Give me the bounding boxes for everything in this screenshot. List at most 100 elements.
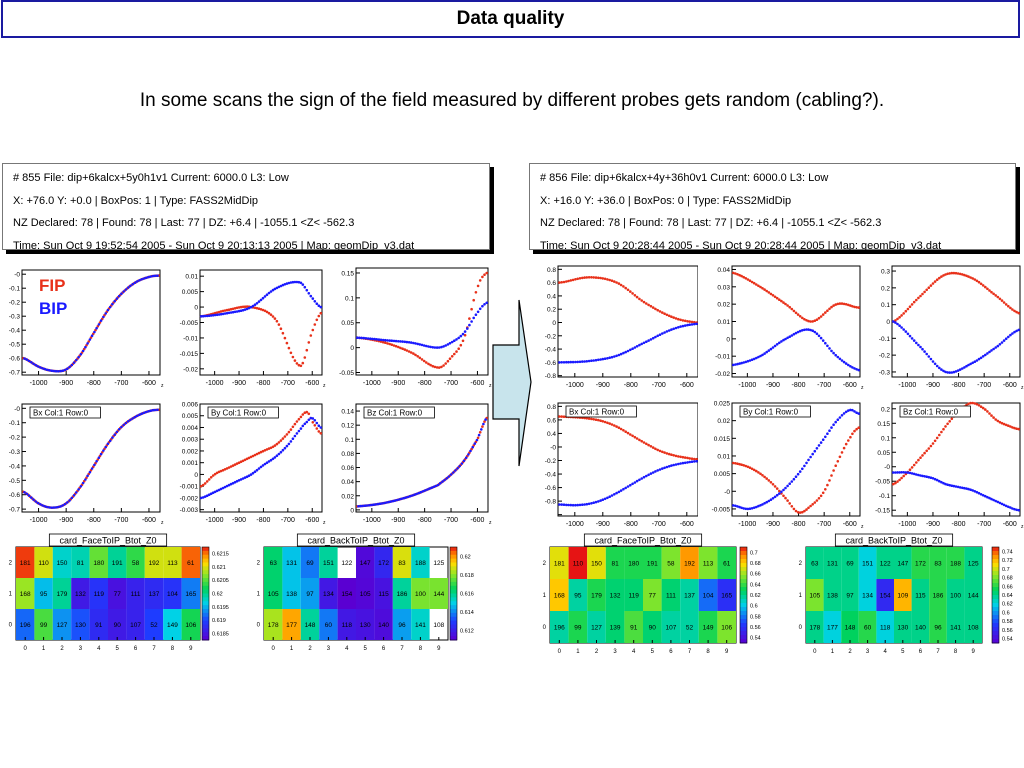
data-point bbox=[788, 305, 791, 309]
data-point bbox=[562, 503, 566, 506]
y-tick-label: -0.1 bbox=[879, 336, 891, 343]
data-point bbox=[836, 355, 840, 359]
data-point bbox=[219, 487, 223, 491]
data-point bbox=[757, 284, 760, 288]
cell-value: 180 bbox=[628, 561, 639, 568]
data-point bbox=[626, 288, 630, 292]
data-point bbox=[809, 504, 812, 508]
data-points bbox=[732, 271, 860, 372]
colorbar-segment bbox=[450, 601, 457, 606]
heatmap-cell bbox=[568, 579, 588, 611]
data-point bbox=[929, 357, 933, 361]
data-point bbox=[381, 340, 385, 344]
data-point bbox=[847, 363, 850, 367]
data-point bbox=[273, 444, 277, 447]
x-tick-label: 5 bbox=[364, 646, 368, 652]
data-point bbox=[971, 277, 974, 280]
data-point bbox=[902, 312, 905, 315]
data-point bbox=[755, 356, 758, 360]
heatmap-cell bbox=[374, 609, 393, 640]
cell-value: 168 bbox=[20, 591, 31, 598]
data-point bbox=[597, 418, 600, 422]
data-point bbox=[213, 313, 217, 317]
data-point bbox=[590, 359, 593, 362]
x-tick-label: -900 bbox=[391, 380, 405, 387]
data-point bbox=[786, 499, 789, 502]
run-info-line-1: # 855 File: dip+6kalcx+5y0h1v1 Current: … bbox=[13, 172, 289, 184]
cell-value: 172 bbox=[915, 561, 926, 568]
data-point bbox=[57, 370, 60, 373]
data-point bbox=[744, 507, 748, 511]
data-point bbox=[271, 288, 275, 292]
data-point bbox=[122, 423, 125, 427]
y-tick-label: -0.02 bbox=[183, 366, 198, 373]
data-point bbox=[416, 355, 419, 358]
y-tick-label: -0.003 bbox=[180, 507, 199, 514]
colorbar-label: 0.68 bbox=[750, 561, 761, 567]
data-point bbox=[267, 311, 271, 315]
data-point bbox=[484, 418, 487, 421]
plot-frame bbox=[199, 403, 323, 513]
colorbar-label: 0.621 bbox=[212, 565, 226, 571]
data-point bbox=[444, 362, 447, 365]
data-point bbox=[441, 480, 444, 483]
data-point bbox=[679, 325, 682, 328]
heatmap-cell bbox=[605, 547, 625, 579]
data-point bbox=[813, 319, 817, 322]
data-point bbox=[619, 283, 623, 287]
data-point bbox=[81, 481, 85, 485]
data-point bbox=[470, 320, 473, 323]
data-point bbox=[273, 456, 277, 459]
y-tick-label: -0.4 bbox=[9, 328, 21, 335]
data-point bbox=[203, 314, 207, 318]
data-point bbox=[449, 473, 453, 476]
data-point bbox=[824, 341, 827, 345]
data-point bbox=[633, 294, 637, 297]
x-tick-label: -900 bbox=[59, 517, 73, 524]
heatmap-cell bbox=[964, 611, 982, 643]
plot-bz-probe: -1000 -900 -800 -700 -600 z 0.14 0.12 0.1 0.08 0.0… bbox=[328, 400, 492, 532]
data-point bbox=[826, 483, 829, 487]
data-point bbox=[569, 279, 573, 282]
data-point bbox=[921, 292, 924, 296]
data-point bbox=[1007, 505, 1010, 509]
data-point bbox=[946, 422, 949, 426]
data-point bbox=[817, 497, 821, 500]
data-point bbox=[844, 442, 848, 446]
data-point bbox=[96, 325, 100, 328]
cell-value: 107 bbox=[130, 622, 141, 629]
data-point bbox=[1017, 328, 1020, 332]
data-point bbox=[817, 334, 821, 338]
data-point bbox=[651, 306, 655, 309]
data-point bbox=[794, 331, 798, 335]
y-tick-label: 0 bbox=[350, 507, 354, 514]
data-point bbox=[683, 456, 687, 459]
cell-value: 134 bbox=[323, 591, 334, 598]
data-point bbox=[307, 292, 311, 295]
y-tick-label: -0.05 bbox=[875, 479, 890, 486]
colorbar-segment bbox=[450, 562, 457, 567]
x-axis-unit: z bbox=[861, 524, 864, 530]
data-point bbox=[610, 494, 614, 497]
data-point bbox=[851, 366, 854, 369]
data-point bbox=[640, 342, 643, 346]
data-point bbox=[106, 442, 110, 446]
cell-value: 81 bbox=[77, 560, 85, 567]
data-point bbox=[761, 287, 764, 290]
data-point bbox=[686, 320, 689, 323]
data-point bbox=[896, 322, 899, 326]
data-point bbox=[243, 458, 247, 462]
heatmap-cell bbox=[89, 547, 108, 578]
data-point bbox=[231, 310, 235, 314]
x-tick-label: -1000 bbox=[898, 382, 916, 389]
data-point bbox=[199, 484, 203, 488]
data-point bbox=[798, 329, 802, 333]
data-point bbox=[938, 276, 941, 280]
data-point bbox=[558, 415, 561, 418]
data-point bbox=[656, 308, 659, 312]
data-point bbox=[786, 484, 789, 488]
data-point bbox=[752, 506, 756, 509]
run-info-line-2: X: +16.0 Y: +36.0 | BoxPos: 0 | Type: FA… bbox=[540, 194, 792, 207]
data-point bbox=[265, 310, 269, 314]
x-tick-label: 0 bbox=[813, 649, 817, 655]
